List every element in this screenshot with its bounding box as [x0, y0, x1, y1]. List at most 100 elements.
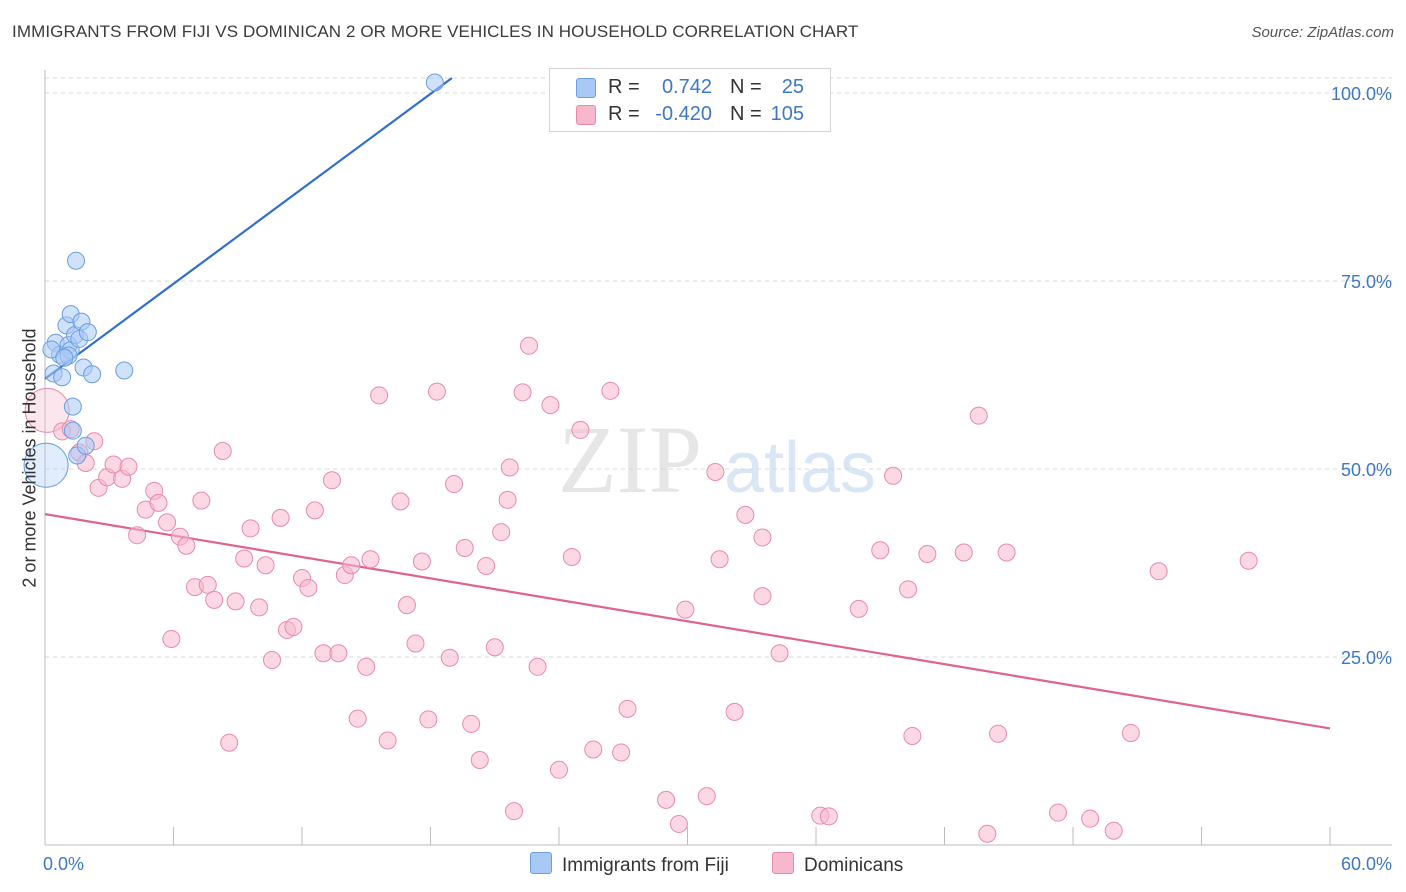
dominican-point [903, 726, 922, 745]
r-label: R = [608, 103, 640, 125]
dominican-point [241, 519, 260, 538]
r-value: -0.420 [655, 103, 712, 125]
dominican-point [819, 807, 838, 826]
dominican-point [220, 733, 239, 752]
y-tick-label: 25.0% [1341, 648, 1392, 668]
fiji-point [83, 365, 102, 384]
grid-lines [45, 77, 1392, 658]
dominican-point [128, 526, 147, 545]
legend-item-dominicans[interactable]: Dominicans [772, 852, 903, 877]
fiji-point [63, 421, 82, 440]
x-tick-label: 0.0% [43, 854, 84, 874]
dominican-point [329, 644, 348, 663]
dominican-point [314, 644, 333, 663]
y-axis-label: 2 or more Vehicles in Household [19, 328, 40, 588]
fiji-trend-line [44, 77, 453, 380]
fiji-point [53, 368, 72, 387]
watermark: ZIP atlas [558, 406, 876, 513]
n-label: N = [730, 76, 762, 98]
dominican-point [271, 508, 290, 527]
dominican-point [1149, 562, 1168, 581]
dominican-point [419, 710, 438, 729]
source-label: Source: ZipAtlas.com [1251, 24, 1394, 41]
dominican-point [357, 657, 376, 676]
tick-labels: 25.0% 50.0% 75.0% 100.0% 0.0% 60.0% [43, 84, 1392, 874]
dominican-point [192, 491, 211, 510]
y-tick-label: 75.0% [1341, 272, 1392, 292]
dominican-point [550, 760, 568, 779]
dominican-point [177, 536, 196, 555]
stats-legend-row-fiji: R = 0.742 N = 25 [550, 74, 830, 100]
dominicans-points [24, 336, 1258, 843]
dominican-point [753, 587, 772, 606]
dominican-point [676, 600, 695, 619]
dominican-point [427, 382, 446, 401]
fiji-point [42, 340, 61, 359]
r-value: 0.742 [661, 76, 712, 98]
dominican-point [657, 790, 676, 809]
dominican-point [198, 575, 217, 594]
dominican-point [997, 543, 1016, 562]
dominican-point [470, 751, 489, 770]
dominican-point [440, 648, 459, 667]
fiji-point [115, 361, 134, 380]
dominican-point [477, 557, 496, 576]
dominican-trend-line [44, 513, 1331, 730]
dominican-point [618, 699, 637, 718]
dominican-point [250, 598, 269, 617]
dominican-point [697, 787, 716, 806]
dominican-point [1081, 809, 1100, 828]
dominican-point [455, 538, 474, 557]
dominican-point [513, 383, 532, 402]
dominican-point [541, 396, 560, 415]
trend-lines [44, 77, 1331, 730]
dominican-point [725, 702, 744, 721]
dominican-point [505, 802, 524, 821]
dominican-point [1104, 821, 1123, 840]
n-value: 25 [781, 76, 804, 98]
dominican-point [978, 824, 997, 843]
stats-legend: R = 0.742 N = 25 R = -0.420 N = 105 [549, 68, 831, 132]
dominican-point [989, 724, 1008, 743]
axes [44, 70, 1392, 846]
dominican-point [149, 493, 168, 512]
dominican-point [753, 528, 772, 547]
fiji-point [76, 436, 95, 455]
x-tick-label: 60.0% [1341, 854, 1392, 874]
dominican-point [378, 731, 397, 750]
dominican-point [412, 552, 431, 571]
legend-item-fiji[interactable]: Immigrants from Fiji [530, 852, 729, 877]
dominican-point [969, 406, 988, 425]
dominicans-legend-swatch [772, 852, 794, 874]
dominican-point [256, 556, 275, 575]
fiji-point [78, 323, 97, 342]
dominican-point [954, 543, 973, 562]
chart-title: IMMIGRANTS FROM FIJI VS DOMINICAN 2 OR M… [12, 22, 859, 41]
dominican-point [770, 644, 789, 663]
watermark-atlas: atlas [724, 428, 876, 508]
dominican-point [492, 523, 511, 542]
dominican-point [528, 657, 547, 676]
dominican-point [406, 634, 425, 653]
fiji-point [23, 442, 69, 488]
dominican-point [391, 492, 410, 511]
dominican-point [500, 458, 519, 477]
dominican-point [1049, 803, 1068, 822]
dominican-point [884, 466, 903, 485]
dominican-point [263, 651, 282, 670]
dominican-point [213, 441, 232, 460]
dominican-point [520, 336, 539, 355]
legend-label-dominicans: Dominicans [804, 855, 904, 876]
dominican-point [284, 617, 303, 636]
dominican-point [612, 743, 631, 762]
dominican-point [205, 590, 224, 609]
fiji-point [425, 73, 444, 92]
dominican-point [370, 386, 389, 405]
dominican-point [571, 420, 590, 439]
dominican-point [299, 578, 318, 597]
dominican-point [158, 513, 177, 532]
fiji-swatch [576, 78, 596, 98]
dominican-point [899, 580, 918, 599]
dominican-point [322, 471, 341, 490]
